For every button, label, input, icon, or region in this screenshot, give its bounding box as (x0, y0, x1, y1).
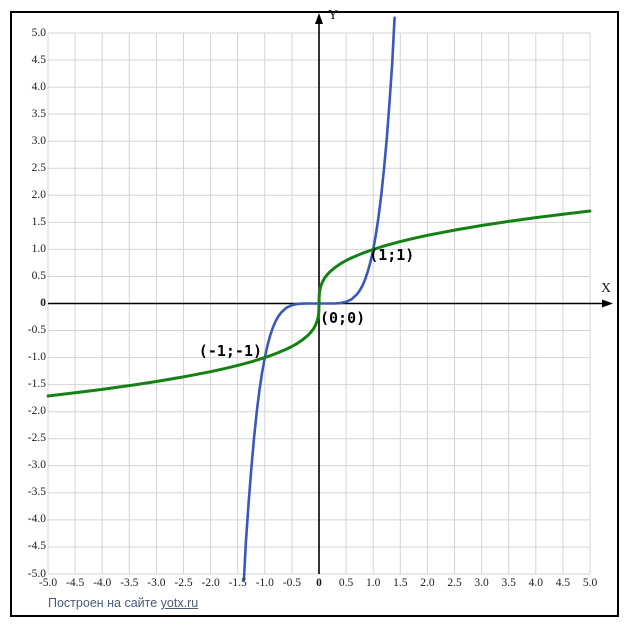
x-axis-label: X (601, 280, 611, 295)
x-tick-label: -2.5 (174, 577, 193, 589)
watermark-link[interactable]: yotx.ru (160, 596, 199, 610)
y-tick-label: 3.5 (31, 107, 46, 120)
x-tick-label: 0 (316, 577, 322, 589)
x-tick-label: 2.0 (420, 577, 435, 589)
y-axis-arrow-icon (315, 13, 323, 24)
x-tick-label: 0.5 (338, 577, 354, 589)
annotation-point-label: (-1;-1) (198, 341, 263, 360)
y-tick-label: 5.0 (31, 26, 46, 39)
plot-border (10, 11, 619, 617)
y-tick-label: 4.0 (31, 80, 46, 93)
y-tick-label: -1.0 (27, 351, 46, 364)
x-tick-label: -3.5 (120, 577, 139, 589)
y-tick-label: 1.5 (31, 215, 46, 228)
x-tick-label: 3.0 (474, 577, 489, 589)
x-tick-label: -1.5 (228, 577, 247, 589)
x-axis-arrow-icon (602, 299, 613, 308)
y-tick-label: -0.5 (27, 324, 46, 337)
x-tick-label: 4.0 (528, 577, 543, 589)
y-tick-label: 2.0 (31, 188, 46, 201)
x-tick-label: -5.0 (38, 577, 58, 589)
x-tick-label: 3.5 (501, 577, 516, 589)
curves (46, 16, 592, 582)
x-tick-label: -0.5 (282, 577, 301, 589)
x-tick-label: 4.5 (555, 577, 571, 589)
x-tick-label: -1.0 (255, 577, 274, 589)
y-tick-label: -3.0 (27, 459, 46, 472)
y-tick-label: -4.0 (27, 513, 46, 526)
axes (48, 13, 613, 574)
y-tick-label: 0.5 (31, 269, 46, 282)
x-tick-label: 5.0 (582, 577, 598, 589)
y-tick-label: 0 (40, 297, 46, 309)
curve-series-1 (46, 209, 592, 398)
x-tick-label: -3.0 (147, 577, 166, 589)
y-tick-label: -4.5 (27, 540, 46, 553)
y-tick-label: 4.5 (31, 53, 46, 66)
x-tick-label: -4.5 (65, 577, 85, 589)
y-tick-label: -1.5 (27, 378, 46, 391)
y-tick-label: -2.5 (27, 432, 46, 445)
y-tick-label: 1.0 (31, 242, 46, 255)
y-tick-label: -5.0 (27, 567, 46, 580)
y-tick-label: -2.0 (27, 405, 46, 418)
y-axis-label: Y (328, 7, 338, 22)
annotation-point-label: (0;0) (320, 308, 366, 327)
x-tick-label: 1.5 (393, 577, 408, 589)
annotation-point-label: (1;1) (369, 246, 415, 265)
watermark-text: Построен на сайте yotx.ru (48, 596, 198, 610)
y-tick-label: 3.0 (31, 134, 46, 147)
x-tick-label: 1.0 (366, 577, 381, 589)
y-tick-label: -3.5 (27, 486, 46, 499)
watermark-prefix: Построен на сайте (48, 596, 161, 610)
x-tick-label: -4.0 (93, 577, 112, 589)
y-tick-label: 2.5 (31, 161, 46, 174)
x-tick-label: -2.0 (201, 577, 220, 589)
x-tick-label: 2.5 (447, 577, 462, 589)
